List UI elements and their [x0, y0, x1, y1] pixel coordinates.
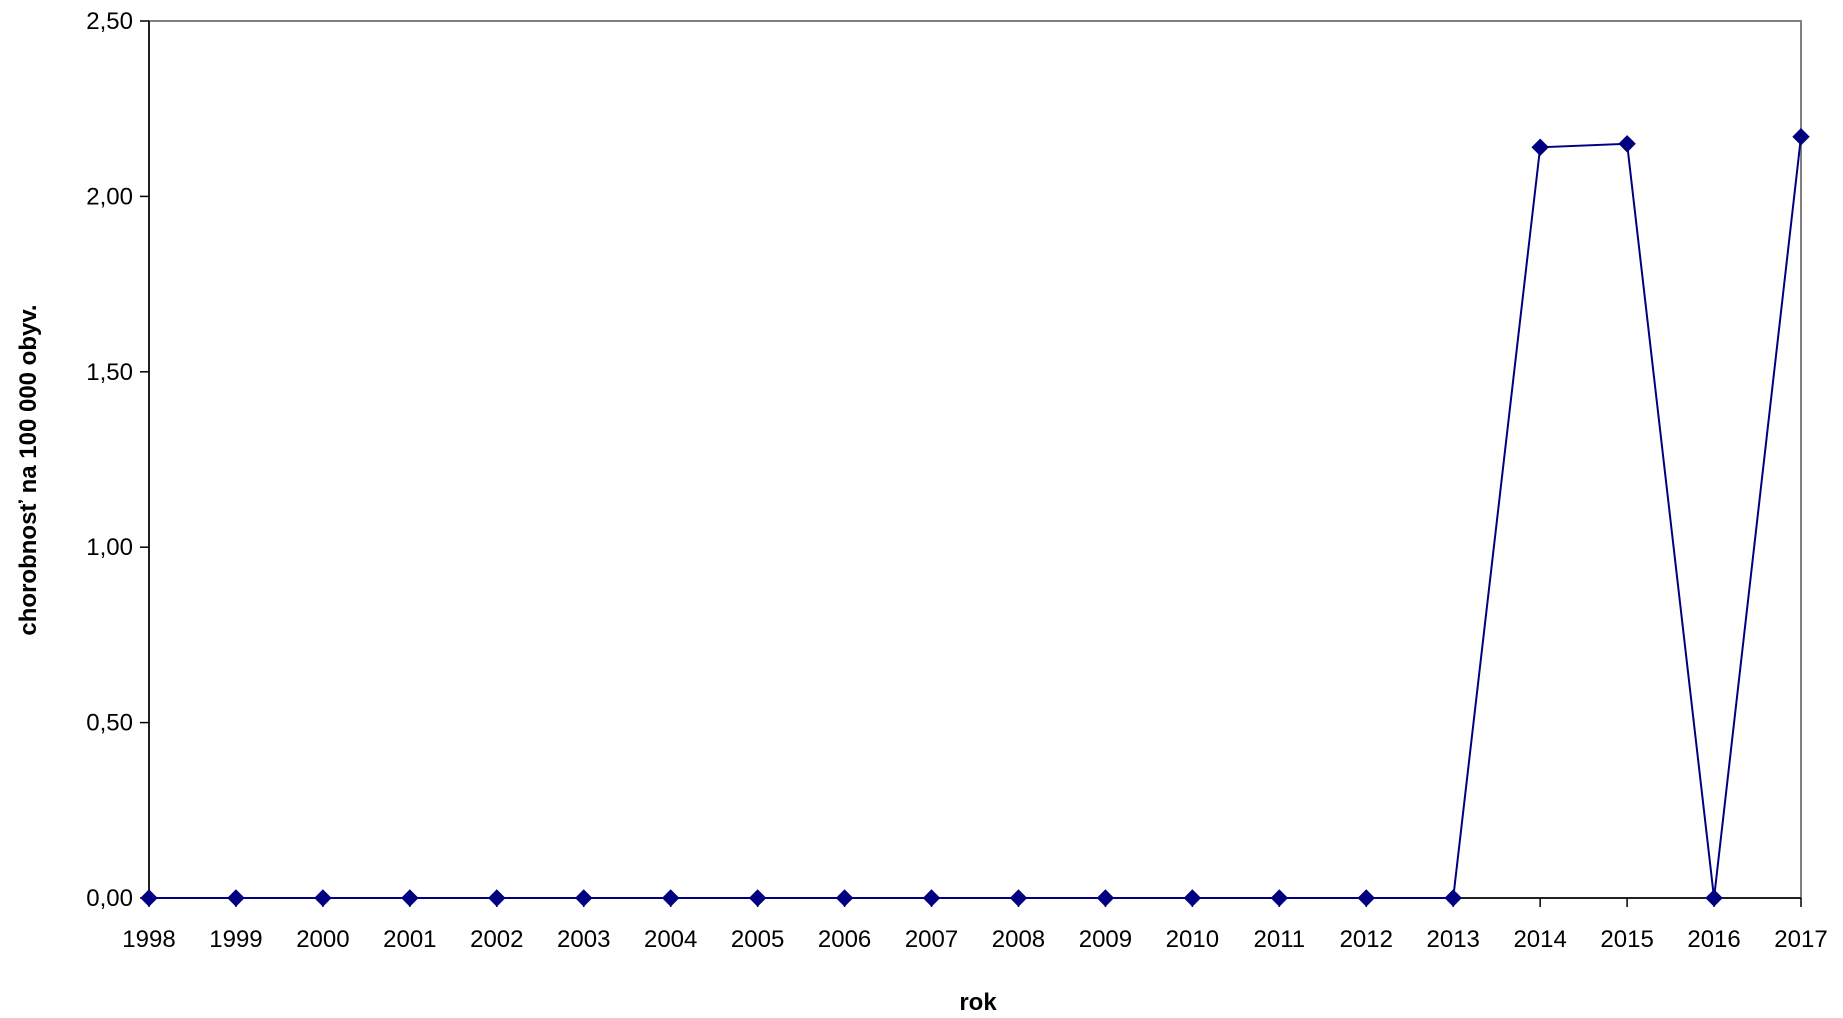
data-point-2008: [1009, 889, 1028, 907]
x-tick-label: 2004: [644, 926, 697, 953]
data-point-2001: [401, 889, 419, 907]
x-tick-label: 2008: [992, 926, 1045, 953]
x-tick-label: 2012: [1340, 926, 1393, 953]
x-tick-label: 2007: [905, 926, 958, 953]
x-tick-label: 2010: [1166, 926, 1219, 953]
x-tick-label: 2014: [1513, 926, 1566, 953]
y-tick-label: 2,50: [86, 8, 133, 35]
y-tick-label: 2,00: [86, 183, 133, 210]
x-tick-label: 2009: [1079, 926, 1132, 953]
data-point-1999: [227, 889, 245, 907]
data-point-2004: [661, 889, 680, 907]
y-tick-label: 0,00: [86, 885, 133, 912]
x-tick-label: 2013: [1427, 926, 1480, 953]
x-tick-label: 2016: [1687, 926, 1740, 953]
series: [140, 128, 1810, 907]
y-tick-label: 1,00: [86, 534, 133, 561]
data-point-2005: [748, 889, 767, 907]
data-point-2000: [314, 889, 332, 907]
data-point-2007: [922, 889, 941, 907]
x-tick-label: 2015: [1600, 926, 1653, 953]
x-axis: 1998 1999 2000 2001 2002 2003 2004 2005 2006 2007…: [122, 898, 1828, 953]
y-tick-label: 1,50: [86, 359, 133, 386]
data-point-1998: [140, 889, 158, 907]
x-tick-label: 2005: [731, 926, 784, 953]
data-point-2014: [1531, 138, 1549, 156]
y-axis-title: chorobnosť na 100 000 obyv.: [15, 304, 42, 635]
data-point-2003: [575, 889, 593, 907]
x-tick-label: 1998: [122, 926, 175, 953]
x-tick-label: 2011: [1254, 926, 1306, 953]
data-point-2016: [1705, 889, 1723, 907]
x-tick-label: 2001: [383, 926, 436, 953]
data-point-2010: [1183, 889, 1202, 907]
data-point-2006: [835, 889, 854, 907]
data-point-2015: [1618, 135, 1636, 153]
series-line: [149, 136, 1802, 899]
plot-border: [148, 20, 1802, 899]
y-axis: 0,00 0,50 1,00 1,50 2,00 2,50: [86, 8, 149, 912]
x-tick-label: 2002: [470, 926, 523, 953]
x-tick-label: 1999: [209, 926, 262, 953]
plot-frame: [148, 20, 1802, 899]
x-tick-label: 2006: [818, 926, 871, 953]
x-tick-label: 2000: [296, 926, 349, 953]
y-tick-label: 0,50: [86, 710, 133, 737]
x-tick-label: 2017: [1774, 926, 1827, 953]
data-point-2009: [1096, 889, 1115, 907]
x-tick-label: 2003: [557, 926, 610, 953]
data-point-2011: [1270, 889, 1289, 907]
data-point-2013: [1444, 889, 1462, 907]
x-axis-title: rok: [959, 989, 997, 1016]
data-point-2017: [1792, 128, 1810, 146]
data-point-2012: [1357, 889, 1375, 907]
data-point-2002: [488, 889, 506, 907]
